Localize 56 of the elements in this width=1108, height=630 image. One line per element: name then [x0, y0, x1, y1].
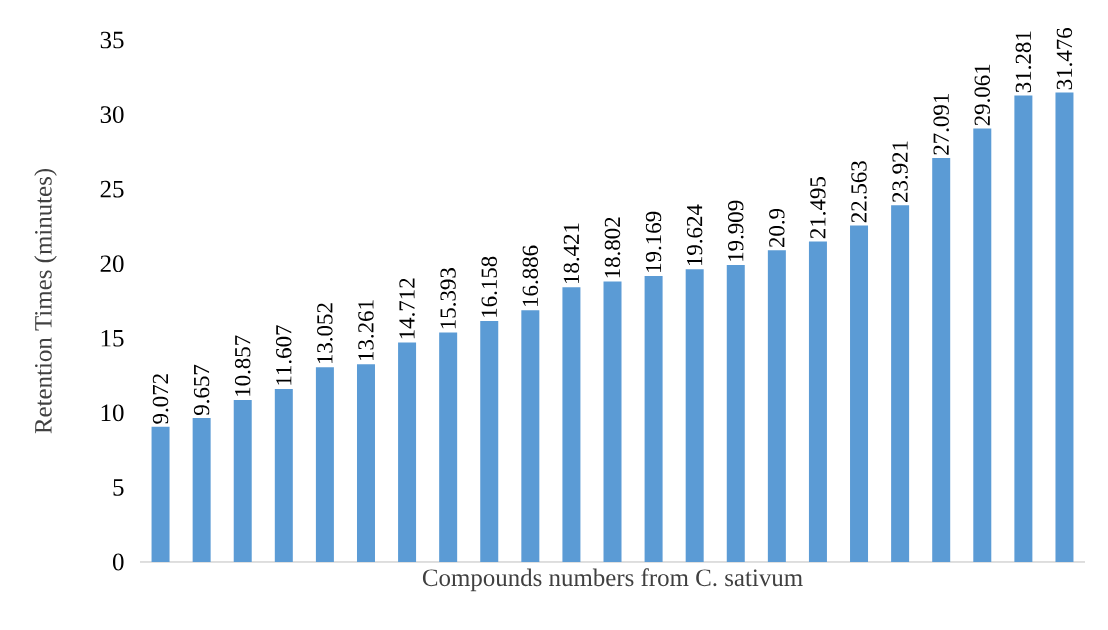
- data-label: 27.091: [933, 94, 949, 155]
- bar: [1055, 92, 1074, 562]
- bar: [151, 426, 170, 562]
- bar: [274, 388, 293, 562]
- y-tick-label: 20: [100, 255, 124, 273]
- y-tick-label: 15: [101, 329, 124, 347]
- bar: [932, 157, 951, 562]
- data-label: 29.061: [974, 64, 991, 126]
- y-tick-label: 10: [101, 404, 124, 422]
- data-label: 19.169: [645, 211, 662, 272]
- bar: [1014, 95, 1033, 562]
- data-label: 13.052: [317, 303, 333, 364]
- bar: [726, 265, 745, 562]
- data-label: 31.476: [1056, 28, 1073, 90]
- data-label: 21.495: [810, 177, 826, 239]
- data-label: 15.393: [440, 268, 456, 329]
- data-label: 20.9: [769, 208, 785, 248]
- y-tick-label: 30: [100, 106, 124, 123]
- bar: [398, 342, 417, 562]
- y-tick-label: 0: [112, 553, 124, 571]
- data-label: 18.421: [563, 223, 580, 284]
- data-label: 22.563: [851, 161, 867, 223]
- bar: [356, 364, 375, 562]
- data-label: 14.712: [399, 278, 415, 339]
- data-label: 19.624: [686, 204, 703, 266]
- y-tick-label: 25: [100, 180, 124, 198]
- bar: [233, 400, 252, 562]
- data-label: 9.072: [152, 374, 169, 424]
- data-label: 9.657: [193, 364, 210, 416]
- bar: [973, 128, 992, 562]
- bar: [521, 310, 540, 562]
- bar: [480, 321, 499, 562]
- data-label: 19.909: [727, 200, 744, 261]
- bar: [644, 276, 663, 562]
- bar: [891, 205, 910, 562]
- y-tick-label: 5: [113, 479, 124, 496]
- bar: [808, 241, 827, 562]
- y-tick-label: 35: [100, 31, 124, 49]
- bar: [562, 287, 581, 562]
- bar: [439, 332, 458, 562]
- bar: [685, 269, 704, 562]
- bar: [603, 281, 622, 562]
- x-axis-title: Compounds numbers from C. sativum: [422, 568, 803, 592]
- y-axis-title: Retention Times (minutes): [34, 168, 57, 434]
- bar: [315, 367, 334, 562]
- data-label: 18.802: [604, 217, 621, 278]
- data-label: 10.857: [234, 335, 251, 396]
- data-label: 11.607: [276, 325, 292, 385]
- data-label: 16.158: [481, 256, 498, 317]
- bar: [767, 250, 786, 562]
- data-label: 13.261: [358, 300, 374, 360]
- bar: [850, 225, 869, 562]
- data-label: 16.886: [522, 245, 539, 306]
- data-label: 23.921: [892, 141, 908, 203]
- bar: [192, 417, 211, 562]
- data-label: 31.281: [1015, 31, 1032, 93]
